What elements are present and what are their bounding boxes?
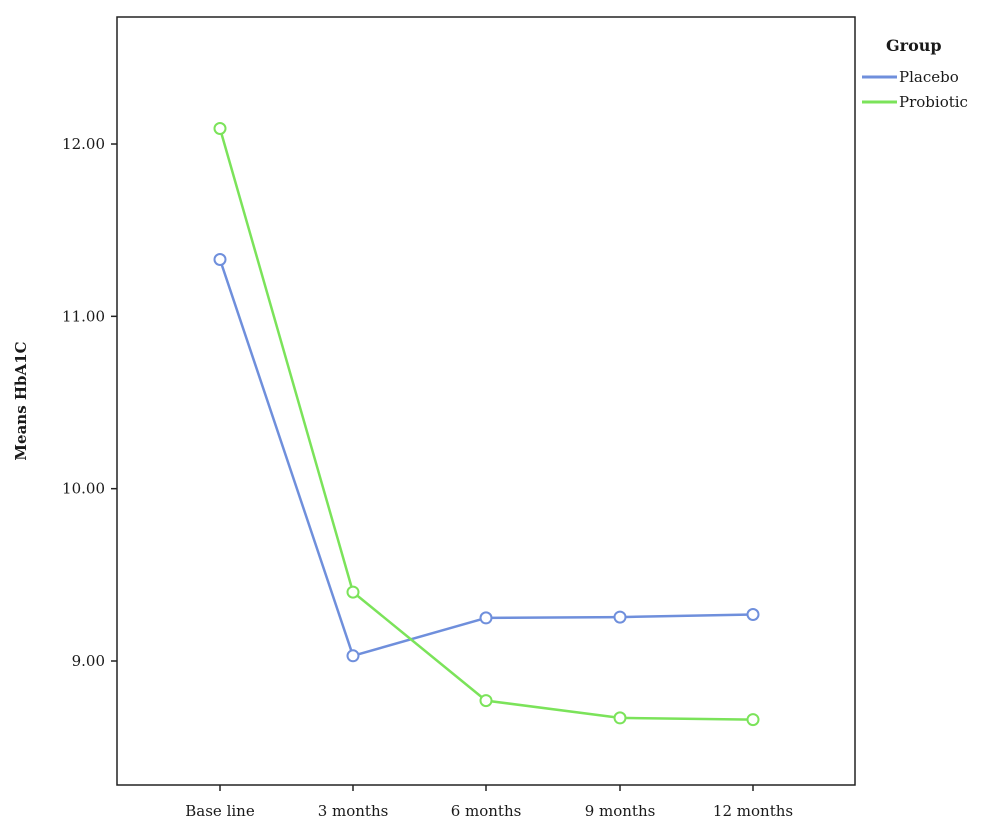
data-point-probiotic <box>479 694 493 708</box>
data-point-probiotic <box>613 711 627 725</box>
x-tick-label: 3 months <box>318 802 389 820</box>
series-line-placebo <box>218 259 754 658</box>
y-axis: 9.00 10.00 11.00 12.00 <box>62 135 117 670</box>
y-tick-label: 12.00 <box>62 135 105 153</box>
y-tick-label: 11.00 <box>62 307 105 325</box>
series-layer <box>213 122 760 727</box>
series-line-probiotic <box>218 128 754 721</box>
x-tick-label: Base line <box>185 802 255 820</box>
x-tick-label: 6 months <box>451 802 522 820</box>
data-point-probiotic <box>213 122 227 135</box>
data-point-placebo <box>613 610 627 624</box>
y-tick-label: 10.00 <box>62 480 105 498</box>
y-tick-label: 9.00 <box>72 652 105 670</box>
x-tick-label: 12 months <box>713 802 793 820</box>
data-point-placebo <box>213 253 227 266</box>
legend-title: Group <box>886 36 942 55</box>
data-point-probiotic <box>746 713 760 727</box>
data-point-placebo <box>746 608 760 621</box>
legend-label: Placebo <box>899 68 959 86</box>
legend-label: Probiotic <box>899 93 968 111</box>
data-point-probiotic <box>346 585 360 599</box>
data-point-placebo <box>346 649 360 663</box>
x-tick-label: 9 months <box>585 802 656 820</box>
y-axis-label: Means HbA1C <box>12 341 30 460</box>
data-point-placebo <box>479 611 493 625</box>
legend: Group Placebo Probiotic <box>862 36 968 111</box>
x-axis: Base line 3 months 6 months 9 months 12 mont… <box>185 785 793 820</box>
plot-frame <box>116 16 856 786</box>
